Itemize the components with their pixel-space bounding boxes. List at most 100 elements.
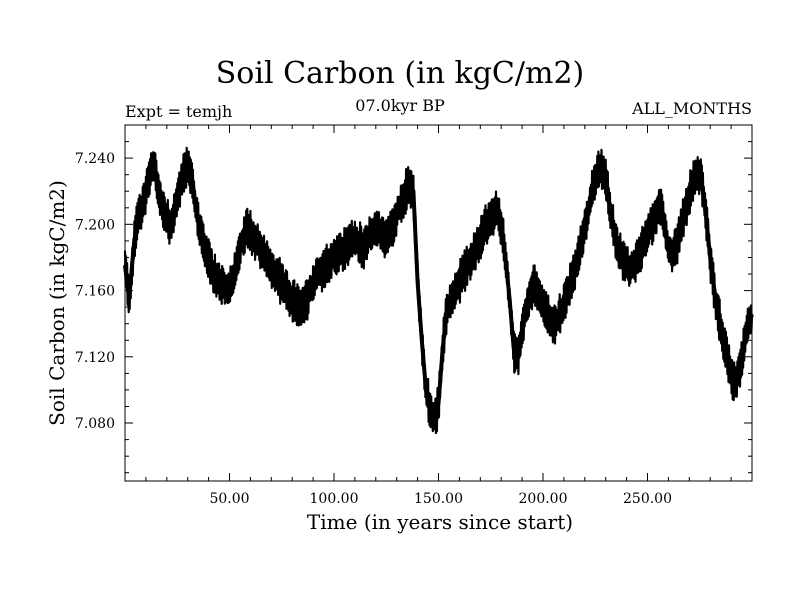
data-point — [508, 297, 512, 301]
data-point — [257, 242, 261, 246]
data-point — [537, 292, 541, 296]
data-point — [462, 272, 466, 276]
data-point — [365, 239, 369, 243]
x-tick-label: 150.00 — [414, 491, 463, 507]
data-point — [190, 176, 194, 180]
data-point — [177, 186, 181, 190]
data-point — [616, 247, 620, 251]
data-point — [746, 322, 750, 326]
data-point — [420, 338, 424, 342]
data-point — [236, 259, 240, 263]
data-point — [516, 355, 520, 359]
data-point — [612, 231, 616, 235]
data-point — [545, 313, 549, 317]
data-point — [299, 305, 303, 309]
data-point — [591, 186, 595, 190]
data-point — [512, 347, 516, 350]
data-point — [294, 302, 298, 306]
data-point — [574, 262, 578, 266]
data-point — [600, 164, 603, 168]
data-point — [165, 214, 169, 218]
data-point — [215, 275, 219, 279]
data-point — [148, 169, 152, 173]
data-point — [503, 256, 507, 259]
data-point — [345, 246, 348, 249]
data-point — [566, 289, 570, 293]
data-point — [274, 272, 277, 276]
plot-frame — [124, 124, 753, 482]
data-point — [721, 338, 725, 342]
data-point — [278, 279, 282, 283]
data-point — [315, 272, 319, 276]
data-point — [608, 206, 612, 210]
data-point — [533, 280, 537, 284]
data-point — [261, 252, 265, 256]
data-point — [579, 246, 583, 249]
data-point — [223, 285, 227, 289]
data-point — [378, 229, 382, 233]
data-point — [662, 222, 666, 226]
y-tick-label: 7.240 — [75, 151, 115, 167]
data-point — [558, 313, 562, 317]
data-point — [437, 401, 440, 405]
data-point — [307, 292, 311, 296]
data-point — [529, 289, 532, 293]
data-point — [692, 179, 695, 183]
data-point — [549, 318, 553, 322]
data-point — [466, 264, 470, 268]
data-point — [127, 297, 131, 301]
data-point — [712, 289, 716, 293]
data-point — [403, 193, 407, 196]
data-point — [186, 164, 190, 168]
data-point — [625, 264, 629, 268]
data-point — [320, 269, 323, 273]
data-point — [424, 388, 428, 392]
data-point — [202, 247, 206, 251]
data-point — [340, 249, 344, 253]
x-tick-label: 100.00 — [310, 491, 359, 507]
data-point — [253, 236, 257, 240]
data-point — [704, 214, 708, 218]
experiment-label: Expt = temjh — [125, 102, 233, 121]
data-point — [491, 214, 495, 218]
data-point — [520, 330, 524, 334]
data-point — [683, 209, 687, 213]
data-point — [650, 222, 654, 226]
data-point — [198, 231, 202, 235]
data-point — [282, 285, 286, 289]
data-point — [470, 256, 474, 259]
data-point — [554, 322, 557, 326]
data-point — [182, 173, 185, 177]
data-point — [328, 259, 332, 263]
data-point — [349, 239, 353, 243]
data-point — [495, 209, 499, 213]
data-point — [725, 355, 729, 359]
data-point — [269, 265, 273, 269]
data-point — [687, 193, 691, 196]
chart-title: Soil Carbon (in kgC/m2) — [215, 56, 585, 91]
data-point — [474, 246, 478, 249]
data-point — [562, 302, 566, 306]
data-point — [136, 214, 139, 218]
data-point — [453, 289, 457, 293]
data-point — [641, 242, 645, 246]
data-point — [478, 236, 482, 240]
data-point — [666, 247, 670, 251]
data-point — [583, 226, 587, 230]
data-point — [399, 203, 403, 206]
months-label: ALL_MONTHS — [632, 99, 752, 118]
data-point — [428, 408, 432, 412]
y-tick-label: 7.200 — [75, 217, 115, 233]
data-point — [265, 259, 269, 263]
data-point — [361, 246, 365, 249]
data-point — [140, 206, 144, 210]
data-point — [717, 313, 721, 317]
data-point — [620, 256, 624, 259]
data-point — [679, 226, 683, 230]
data-point — [700, 181, 704, 185]
data-point — [382, 236, 386, 240]
data-point — [228, 289, 231, 293]
data-point — [232, 275, 236, 279]
data-point — [152, 164, 156, 168]
period-label: 07.0kyr BP — [355, 96, 445, 115]
